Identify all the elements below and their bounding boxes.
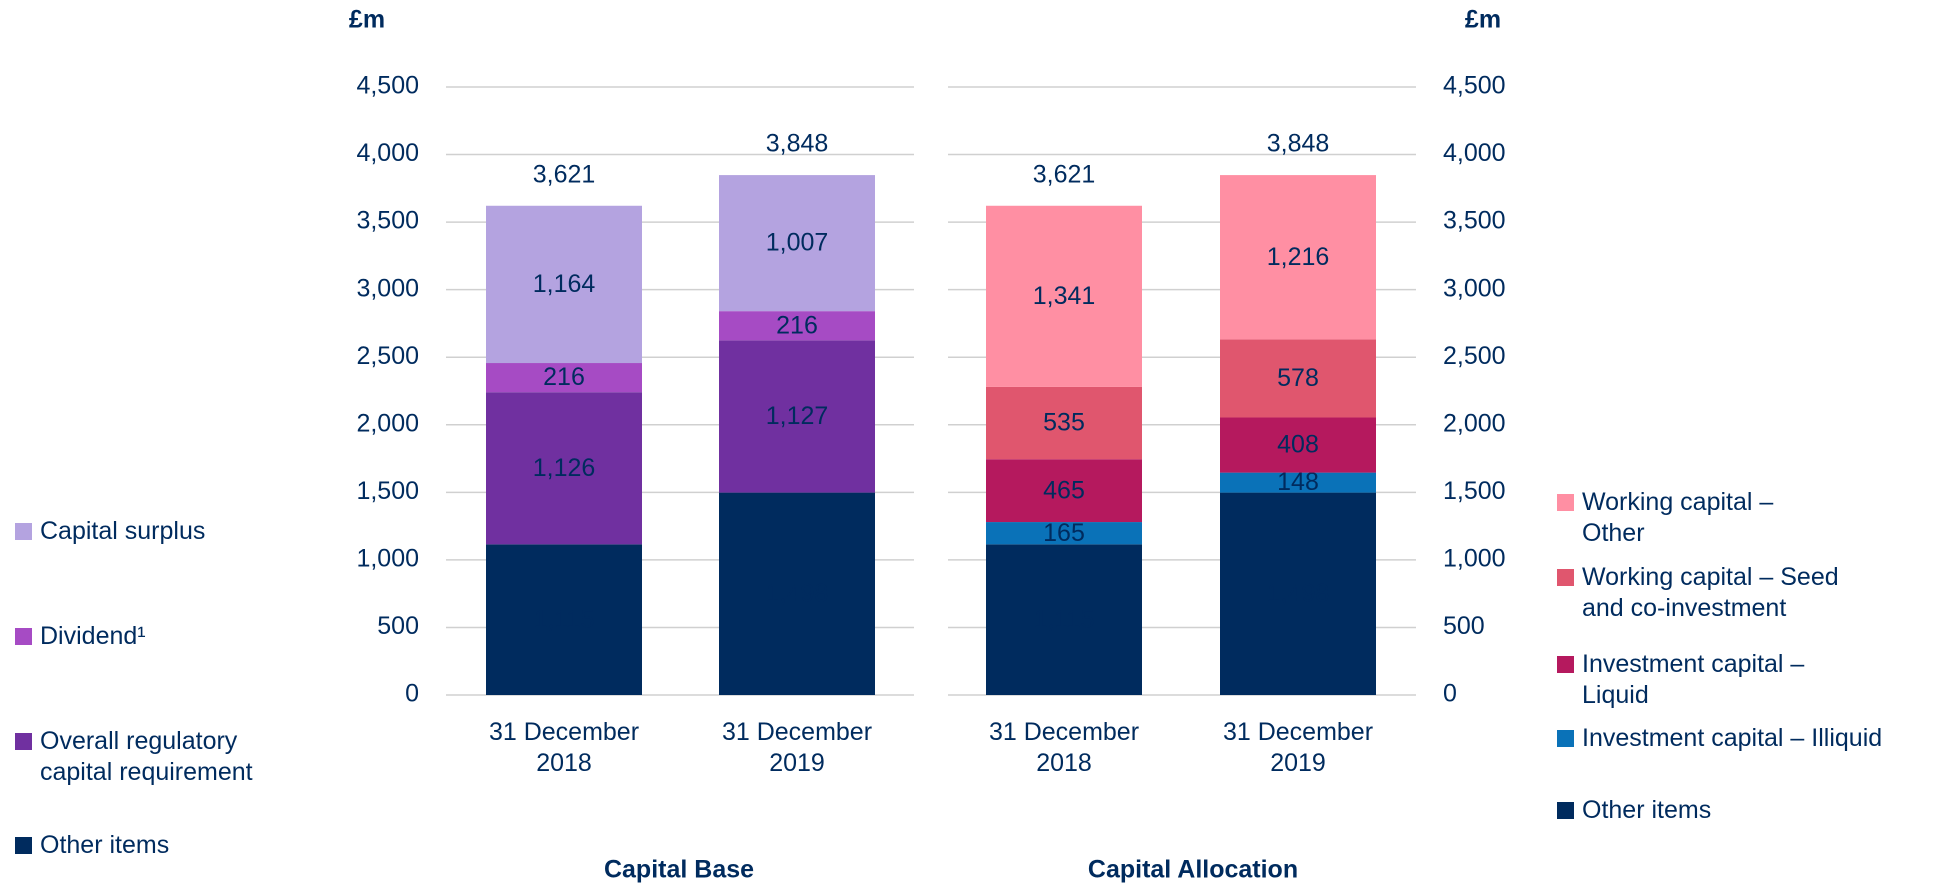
data-label: 465	[1043, 476, 1085, 504]
bar-segment	[486, 392, 642, 545]
legend-label: Other items	[1582, 796, 1712, 824]
legend-item: Working capital – Other	[1557, 487, 1807, 549]
bar-segment	[486, 363, 642, 393]
data-label: 1,498	[766, 579, 829, 607]
legend-item: Investment capital – Liquid	[1557, 649, 1847, 711]
y-tick-label: 2,500	[356, 342, 419, 370]
y-tick-label: 500	[377, 612, 419, 640]
y-tick-label: 4,000	[356, 139, 419, 167]
bar-segment	[719, 175, 875, 312]
total-label: 3,848	[766, 130, 829, 158]
y-tick-label: 3,000	[1443, 274, 1506, 302]
total-label: 3,621	[533, 160, 596, 188]
legend-swatch	[15, 837, 32, 854]
x-tick-label: 31 December 2018	[988, 718, 1140, 777]
legend-swatch	[1557, 656, 1574, 673]
legend-item: Overall regulatory capital requirement	[15, 726, 275, 788]
y-tick-label: 2,000	[1443, 409, 1506, 437]
y-tick-label: 4,500	[356, 72, 419, 100]
y-tick-label: 2,500	[1443, 342, 1506, 370]
y-tick-label: 1,500	[356, 477, 419, 505]
bar-segment	[486, 205, 642, 364]
data-label: 1,164	[533, 270, 596, 298]
chart-title: Capital Allocation	[1088, 856, 1298, 884]
bar-segment	[986, 205, 1142, 387]
data-label: 216	[776, 311, 818, 339]
data-label: 1,115	[534, 605, 595, 633]
axis-unit: £m	[1465, 6, 1501, 34]
legend-swatch	[15, 628, 32, 645]
chart-title: Capital Base	[604, 856, 754, 884]
legend-item: Other items	[1557, 795, 1943, 826]
y-tick-label: 3,500	[1443, 207, 1506, 235]
legend-item: Other items	[15, 830, 315, 861]
legend-item: Dividend¹	[15, 621, 315, 652]
legend-item: Working capital – Seed and co-investment	[1557, 562, 1887, 624]
y-tick-label: 4,000	[1443, 139, 1506, 167]
data-label: 535	[1043, 409, 1085, 437]
legend-swatch	[1557, 569, 1574, 586]
y-tick-label: 4,500	[1443, 72, 1506, 100]
legend-swatch	[1557, 494, 1574, 511]
y-tick-label: 3,500	[356, 207, 419, 235]
legend-label: Investment capital – Liquid	[1582, 650, 1805, 709]
bar-segment	[719, 492, 875, 695]
data-label: 1,341	[1033, 282, 1096, 310]
legend-label: Overall regulatory capital requirement	[40, 727, 253, 786]
bar-segment	[986, 386, 1142, 460]
y-tick-label: 0	[405, 680, 419, 708]
total-label: 3,848	[1267, 130, 1330, 158]
x-tick-label: 31 December 2019	[1222, 718, 1374, 777]
legend-item: Investment capital – Illiquid	[1557, 723, 1943, 754]
axis-unit: £m	[349, 6, 385, 34]
legend-swatch	[1557, 802, 1574, 819]
bar-segment	[986, 459, 1142, 523]
legend-swatch	[1557, 730, 1574, 747]
y-tick-label: 0	[1443, 680, 1457, 708]
y-tick-label: 1,500	[1443, 477, 1506, 505]
legend-label: Working capital – Seed and co-investment	[1582, 563, 1839, 622]
legend-label: Dividend¹	[40, 622, 146, 650]
data-label: 1,126	[533, 454, 596, 482]
data-label: 408	[1277, 431, 1319, 459]
data-label: 1,115	[1034, 605, 1095, 633]
x-tick-label: 31 December 2018	[488, 718, 640, 777]
bar-segment	[1220, 175, 1376, 340]
bar-segment	[986, 544, 1142, 695]
legend-swatch	[15, 733, 32, 750]
legend-label: Other items	[40, 831, 170, 859]
y-tick-label: 500	[1443, 612, 1485, 640]
bar-segment	[1220, 417, 1376, 473]
y-tick-label: 1,000	[1443, 544, 1506, 572]
y-tick-label: 2,000	[356, 409, 419, 437]
bar-segment	[986, 522, 1142, 545]
bar-segment	[719, 311, 875, 341]
bar-segment	[1220, 339, 1376, 418]
data-label: 216	[543, 363, 585, 391]
bar-segment	[1220, 492, 1376, 695]
y-tick-label: 3,000	[356, 274, 419, 302]
data-label: 1,127	[766, 402, 829, 430]
data-label: 148	[1277, 468, 1319, 496]
y-tick-label: 1,000	[356, 544, 419, 572]
x-tick-label: 31 December 2019	[721, 718, 873, 777]
legend-item: Capital surplus	[15, 516, 315, 547]
legend-label: Capital surplus	[40, 517, 206, 545]
total-label: 3,621	[1033, 160, 1096, 188]
bar-segment	[1220, 472, 1376, 493]
data-label: 165	[1043, 519, 1085, 547]
legend-label: Working capital – Other	[1582, 488, 1774, 547]
legend-label: Investment capital – Illiquid	[1582, 724, 1883, 752]
data-label: 1,007	[766, 229, 829, 257]
data-label: 1,216	[1267, 243, 1330, 271]
data-label: 578	[1277, 364, 1319, 392]
data-label: 1,498	[1267, 579, 1330, 607]
legend-swatch	[15, 523, 32, 540]
bar-segment	[719, 340, 875, 493]
bar-segment	[486, 544, 642, 695]
